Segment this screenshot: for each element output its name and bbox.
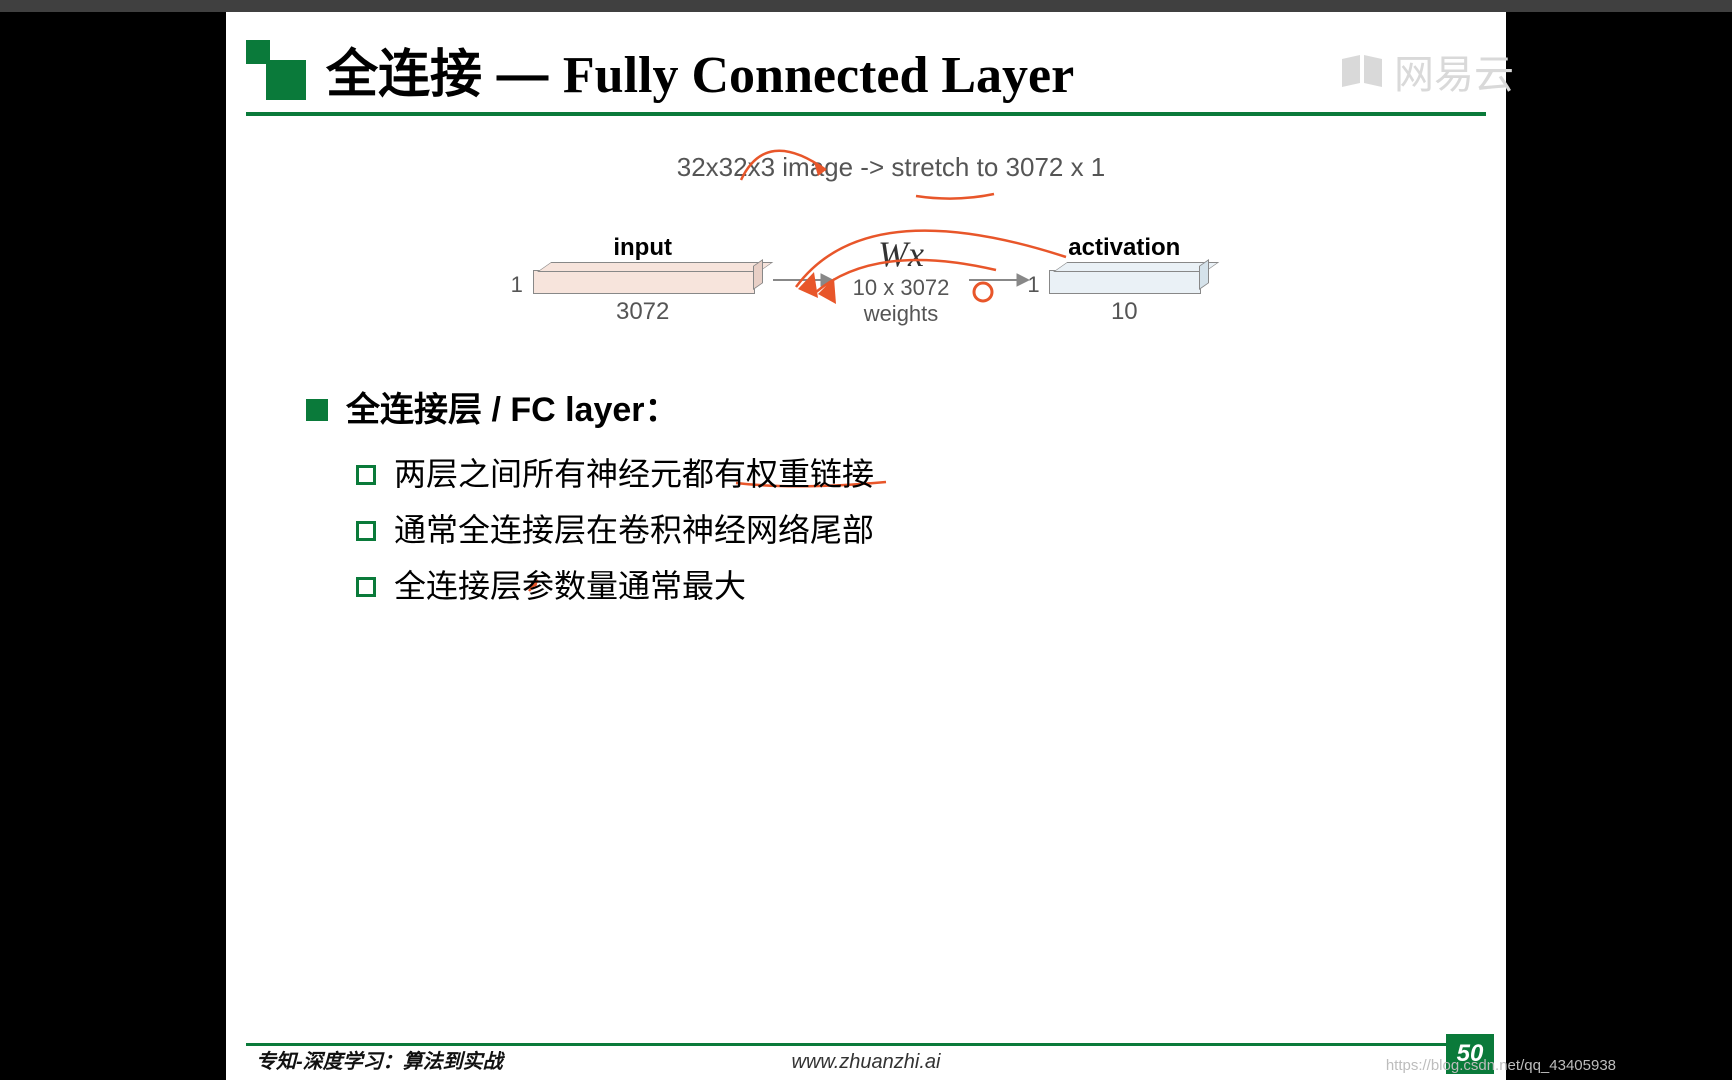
input-bar3d: 1: [533, 270, 753, 292]
activation-label: activation: [1068, 234, 1180, 262]
bullet-item: 通常全连接层在卷积神经网络尾部: [356, 505, 1446, 551]
slide-title: 全连接 — Fully Connected Layer: [326, 32, 1074, 107]
title-dash: —: [496, 46, 548, 104]
fc-diagram: 32x32x3 image -> stretch to 3072 x 1 inp…: [226, 152, 1506, 327]
bullet-item-text: 两层之间所有神经元都有权重链接: [394, 449, 874, 495]
book-icon: [1340, 53, 1384, 89]
arrow-icon: [773, 270, 833, 290]
hollow-square-icon: [356, 577, 376, 597]
input-height-dim: 1: [511, 272, 523, 298]
activation-bar3d: 1: [1049, 270, 1199, 292]
diagram-row: input 1 3072 Wx 10 x 3072 weights: [226, 233, 1506, 327]
activation-block: activation 1 10: [1049, 234, 1199, 326]
title-logo-icon: [246, 40, 306, 100]
input-label: input: [613, 234, 672, 262]
bullet-heading: 全连接层 / FC layer：: [306, 382, 1446, 431]
weights-label: weights: [853, 301, 950, 327]
bullet-heading-text: 全连接层 / FC layer：: [346, 382, 679, 431]
bullet-item-text: 通常全连接层在卷积神经网络尾部: [394, 505, 874, 551]
arrow-icon: [969, 270, 1029, 290]
window-top-bar: [0, 0, 1732, 12]
netease-watermark: 网易云: [1340, 42, 1514, 100]
bullet-list: 全连接层 / FC layer： 两层之间所有神经元都有权重链接 通常全连接层在…: [306, 382, 1446, 617]
square-bullet-icon: [306, 399, 328, 421]
title-en: Fully Connected Layer: [563, 47, 1074, 104]
title-divider: [246, 112, 1486, 116]
diagram-caption: 32x32x3 image -> stretch to 3072 x 1: [276, 152, 1506, 183]
weights-dim: 10 x 3072: [853, 275, 950, 301]
input-block: input 1 3072: [533, 234, 753, 326]
weights-block: Wx 10 x 3072 weights: [853, 233, 950, 327]
hollow-square-icon: [356, 521, 376, 541]
blog-watermark: https://blog.csdn.net/qq_43405938: [1386, 1057, 1616, 1074]
footer-url: www.zhuanzhi.ai: [226, 1051, 1506, 1074]
bullet-item-text: 全连接层参数量通常最大: [394, 561, 746, 607]
bullet-item: 全连接层参数量通常最大: [356, 561, 1446, 607]
wx-label: Wx: [853, 233, 950, 275]
title-cn: 全连接: [326, 46, 482, 104]
hollow-square-icon: [356, 465, 376, 485]
title-row: 全连接 — Fully Connected Layer: [246, 32, 1486, 107]
activation-width-dim: 10: [1111, 298, 1138, 326]
input-width-dim: 3072: [616, 298, 669, 326]
activation-height-dim: 1: [1027, 272, 1039, 298]
watermark-text: 网易云: [1394, 42, 1514, 100]
bullet-item: 两层之间所有神经元都有权重链接: [356, 449, 1446, 495]
slide: 全连接 — Fully Connected Layer 网易云 32x32x3 …: [226, 12, 1506, 1080]
